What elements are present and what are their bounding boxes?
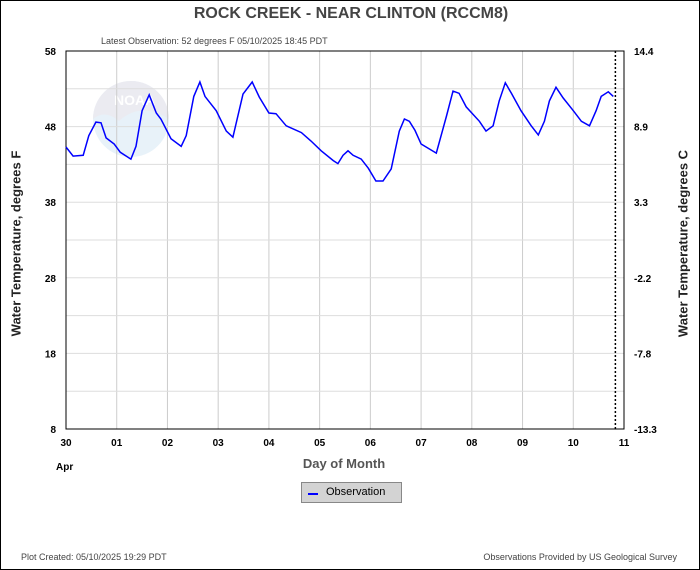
y-tick-label-right: 14.4 <box>634 47 654 58</box>
x-tick-label: 02 <box>162 438 174 449</box>
y-tick-label-right: -7.8 <box>634 349 652 360</box>
plot-created-timestamp: Plot Created: 05/10/2025 19:29 PDT <box>21 552 167 562</box>
y-tick-label-left: 28 <box>45 274 57 285</box>
y-tick-label-left: 38 <box>45 198 57 209</box>
x-tick-label: 06 <box>365 438 377 449</box>
y-tick-label-left: 58 <box>45 47 57 58</box>
y-tick-label-left: 8 <box>50 425 56 436</box>
x-tick-label: 01 <box>111 438 123 449</box>
x-tick-label: 11 <box>619 438 630 449</box>
axis-ticks: 30 01 02 03 04 05 06 07 08 09 10 11 58 14.4 48 8.9 38 3.3… <box>45 47 657 449</box>
y-axis-label-left: Water Temperature, degrees F <box>8 150 24 337</box>
x-axis-label: Day of Month <box>302 456 386 471</box>
x-tick-label: 04 <box>263 438 275 449</box>
x-tick-label: 07 <box>416 438 428 449</box>
observation-series-line <box>65 79 614 182</box>
x-tick-label: 05 <box>314 438 326 449</box>
legend: Observation <box>301 482 402 503</box>
x-tick-label: 30 <box>60 438 72 449</box>
y-tick-label-right: -13.3 <box>634 425 657 436</box>
y-tick-label-right: 3.3 <box>634 198 648 209</box>
legend-swatch-observation <box>308 493 318 495</box>
data-provider-credit: Observations Provided by US Geological S… <box>483 552 677 562</box>
y-axis-label-right: Water Temperature, degrees C <box>675 149 691 338</box>
grid-lines <box>66 51 624 429</box>
y-tick-label-right: 8.9 <box>634 123 648 134</box>
y-tick-label-left: 48 <box>45 123 57 134</box>
y-tick-label-right: -2.2 <box>634 274 652 285</box>
plot-border <box>65 50 625 430</box>
noaa-watermark-logo: NOAA <box>93 81 169 157</box>
x-tick-label: 10 <box>568 438 580 449</box>
x-tick-label: 09 <box>517 438 529 449</box>
legend-label-observation: Observation <box>326 486 386 498</box>
latest-observation: Latest Observation: 52 degrees F 05/10/2… <box>101 36 328 46</box>
x-axis-month-label: Apr <box>56 462 74 473</box>
x-tick-label: 03 <box>213 438 225 449</box>
x-tick-label: 08 <box>466 438 478 449</box>
chart-title: ROCK CREEK - NEAR CLINTON (RCCM8) <box>193 5 509 22</box>
y-tick-label-left: 18 <box>45 349 57 360</box>
